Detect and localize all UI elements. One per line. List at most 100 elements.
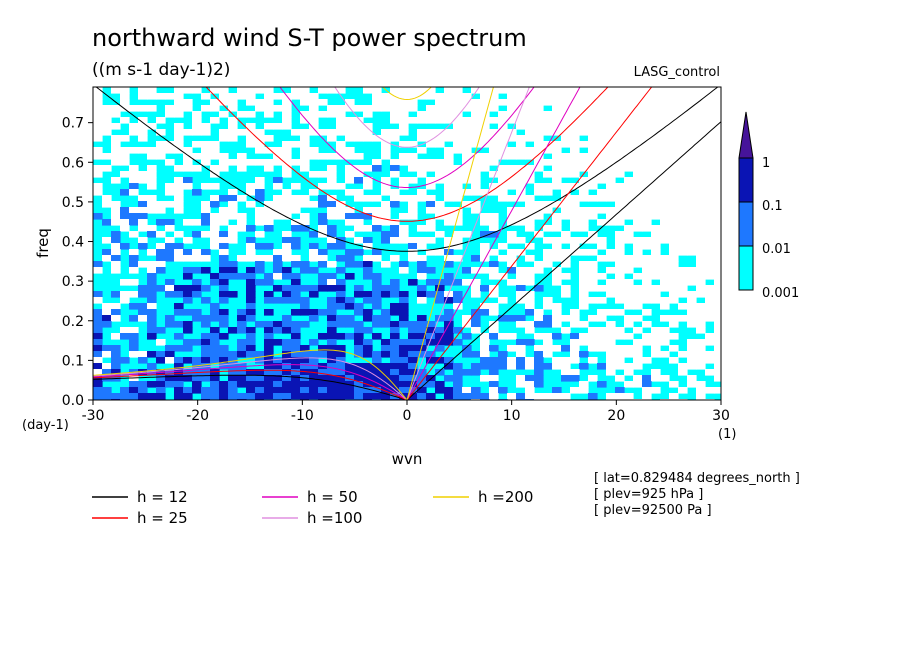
heatmap-cell: [570, 135, 580, 142]
heatmap-cell: [660, 285, 670, 292]
heatmap-cell: [714, 165, 721, 172]
heatmap-cell: [165, 111, 175, 118]
heatmap-cell: [507, 183, 517, 190]
heatmap-cell: [669, 381, 679, 388]
heatmap-cell: [228, 357, 238, 364]
heatmap-cell: [381, 345, 391, 352]
heatmap-cell: [633, 345, 643, 352]
heatmap-cell: [633, 213, 643, 220]
heatmap-cell: [408, 117, 418, 124]
heatmap-cell: [309, 315, 319, 322]
heatmap-cell: [534, 315, 544, 322]
heatmap-cell: [246, 369, 256, 376]
heatmap-cell: [687, 225, 697, 232]
heatmap-cell: [462, 99, 472, 106]
heatmap-cell: [399, 369, 409, 376]
heatmap-cell: [498, 333, 508, 340]
heatmap-cell: [633, 261, 643, 268]
heatmap-cell: [318, 285, 328, 292]
heatmap-cell: [552, 141, 562, 148]
heatmap-cell: [201, 219, 211, 226]
heatmap-cell: [660, 111, 670, 118]
heatmap-cell: [111, 213, 121, 220]
heatmap-cell: [498, 111, 508, 118]
heatmap-cell: [255, 375, 265, 382]
heatmap-cell: [363, 309, 373, 316]
heatmap-cell: [489, 93, 499, 100]
heatmap-cell: [318, 129, 328, 136]
heatmap-cell: [246, 243, 256, 250]
heatmap-cell: [444, 237, 454, 244]
heatmap-cell: [192, 387, 202, 394]
heatmap-cell: [579, 189, 589, 196]
heatmap-cell: [273, 381, 283, 388]
heatmap-cell: [705, 153, 715, 160]
heatmap-cell: [552, 357, 562, 364]
heatmap-cell: [147, 177, 157, 184]
heatmap-cell: [579, 105, 589, 112]
heatmap-cell: [552, 321, 562, 328]
heatmap-cell: [633, 291, 643, 298]
heatmap-cell: [300, 351, 310, 358]
y-axis-label: freq: [34, 228, 52, 258]
heatmap-cell: [147, 273, 157, 280]
heatmap-cell: [345, 255, 355, 262]
heatmap-cell: [255, 141, 265, 148]
heatmap-cell: [282, 243, 292, 250]
heatmap-cell: [183, 357, 193, 364]
heatmap-cell: [606, 153, 616, 160]
heatmap-cell: [264, 111, 274, 118]
heatmap-cell: [471, 87, 481, 94]
heatmap-cell: [246, 351, 256, 358]
heatmap-cell: [498, 141, 508, 148]
y-tick-label: 0.7: [62, 116, 84, 132]
heatmap-cell: [93, 333, 103, 340]
dispersion-curves: [93, 87, 721, 400]
heatmap-cell: [471, 351, 481, 358]
heatmap-cell: [588, 297, 598, 304]
heatmap-cell: [147, 381, 157, 388]
heatmap-cell: [525, 165, 535, 172]
heatmap-cell: [570, 123, 580, 130]
heatmap-cell: [246, 201, 256, 208]
heatmap-cell: [435, 387, 445, 394]
heatmap-cell: [660, 219, 670, 226]
heatmap-cell: [516, 153, 526, 160]
heatmap-cell: [363, 273, 373, 280]
heatmap-cell: [372, 321, 382, 328]
heatmap-cell: [219, 279, 229, 286]
heatmap-cell: [192, 339, 202, 346]
heatmap-cell: [183, 165, 193, 172]
heatmap-cell: [579, 303, 589, 310]
heatmap-cell: [120, 279, 130, 286]
heatmap-cell: [633, 147, 643, 154]
heatmap-cell: [453, 303, 463, 310]
heatmap-cell: [705, 183, 715, 190]
heatmap-cell: [687, 345, 697, 352]
heatmap-cell: [633, 123, 643, 130]
heatmap-cell: [489, 189, 499, 196]
heatmap-cell: [588, 315, 598, 322]
heatmap-cell: [273, 195, 283, 202]
heatmap-cell: [669, 291, 679, 298]
heatmap-cell: [120, 291, 130, 298]
heatmap-cell: [192, 189, 202, 196]
heatmap-cell: [138, 195, 148, 202]
heatmap-cell: [687, 207, 697, 214]
heatmap-cell: [606, 129, 616, 136]
heatmap-cell: [579, 225, 589, 232]
heatmap-cell: [462, 147, 472, 154]
heatmap-cell: [354, 189, 364, 196]
heatmap-cell: [642, 339, 652, 346]
heatmap-cell: [174, 177, 184, 184]
heatmap-cell: [444, 333, 454, 340]
heatmap-cell: [264, 99, 274, 106]
heatmap-cell: [372, 381, 382, 388]
colorbar-box: [738, 201, 754, 247]
heatmap-cell: [183, 369, 193, 376]
heatmap-cell: [381, 315, 391, 322]
heatmap-cell: [255, 219, 265, 226]
heatmap-cell: [534, 375, 544, 382]
heatmap-cell: [183, 249, 193, 256]
heatmap-cell: [489, 231, 499, 238]
